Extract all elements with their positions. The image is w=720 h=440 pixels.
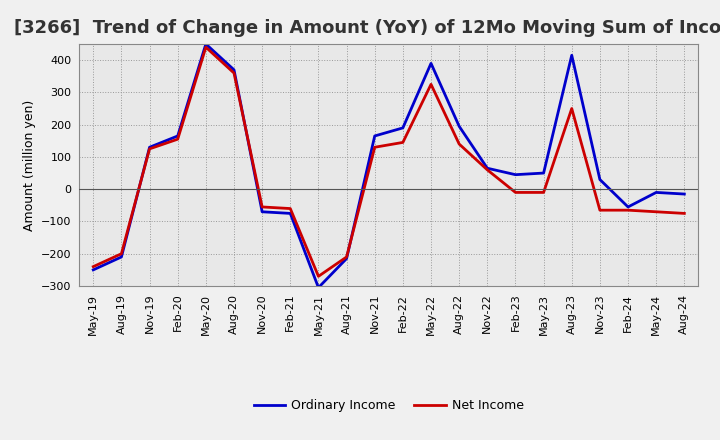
Ordinary Income (89, 267, 98, 272)
Net Income (342, 254, 351, 260)
Ordinary Income (624, 204, 632, 209)
Legend: Ordinary Income, Net Income: Ordinary Income, Net Income (248, 394, 529, 417)
Title: [3266]  Trend of Change in Amount (YoY) of 12Mo Moving Sum of Incomes: [3266] Trend of Change in Amount (YoY) o… (14, 19, 720, 37)
Ordinary Income (652, 190, 660, 195)
Net Income (624, 208, 632, 213)
Ordinary Income (314, 285, 323, 290)
Ordinary Income (286, 211, 294, 216)
Ordinary Income (174, 133, 182, 139)
Ordinary Income (427, 61, 436, 66)
Net Income (652, 209, 660, 214)
Ordinary Income (483, 165, 492, 171)
Net Income (399, 140, 408, 145)
Net Income (202, 44, 210, 50)
Ordinary Income (680, 191, 688, 197)
Ordinary Income (258, 209, 266, 214)
Net Income (117, 251, 126, 257)
Ordinary Income (230, 67, 238, 73)
Ordinary Income (342, 256, 351, 261)
Ordinary Income (370, 133, 379, 139)
Net Income (567, 106, 576, 111)
Ordinary Income (567, 53, 576, 58)
Ordinary Income (511, 172, 520, 177)
Net Income (286, 206, 294, 211)
Net Income (370, 145, 379, 150)
Net Income (511, 190, 520, 195)
Net Income (539, 190, 548, 195)
Line: Ordinary Income: Ordinary Income (94, 44, 684, 288)
Line: Net Income: Net Income (94, 47, 684, 276)
Ordinary Income (539, 170, 548, 176)
Net Income (680, 211, 688, 216)
Net Income (595, 208, 604, 213)
Ordinary Income (595, 177, 604, 182)
Ordinary Income (455, 124, 464, 129)
Net Income (145, 146, 154, 151)
Net Income (314, 274, 323, 279)
Net Income (483, 167, 492, 172)
Ordinary Income (117, 254, 126, 260)
Y-axis label: Amount (million yen): Amount (million yen) (22, 99, 35, 231)
Ordinary Income (399, 125, 408, 131)
Net Income (258, 204, 266, 209)
Ordinary Income (202, 41, 210, 47)
Net Income (427, 82, 436, 87)
Net Income (89, 264, 98, 269)
Net Income (230, 70, 238, 76)
Net Income (455, 141, 464, 147)
Net Income (174, 136, 182, 142)
Ordinary Income (145, 145, 154, 150)
